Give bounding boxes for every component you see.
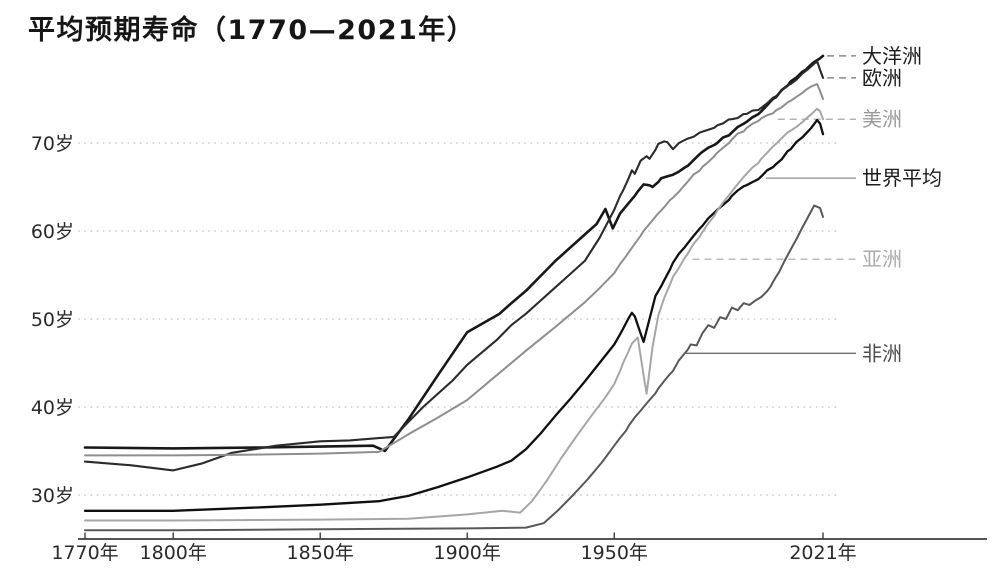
series-label-africa: 非洲 [862,341,902,365]
x-axis-tick-label: 1770年 [51,542,118,564]
series-line-americas [84,83,824,457]
series-label-asia: 亚洲 [862,247,902,271]
chart-title: 平均预期寿命（1770—2021年） [28,15,476,46]
x-axis-tick-label: 1950年 [581,542,648,564]
series-label-oceania: 大洋洲 [862,44,922,68]
y-axis-tick-label: 60岁 [31,221,74,243]
x-axis-tick-label: 1850年 [287,542,354,564]
series-label-world: 世界平均 [862,166,942,190]
series-label-europe: 欧洲 [862,66,902,90]
series-line-asia [84,107,824,522]
x-axis-tick-label: 1800年 [140,542,207,564]
y-axis-tick-label: 70岁 [31,133,74,155]
x-axis-tick-label: 2021年 [789,542,856,564]
series-label-americas: 美洲 [862,107,902,131]
y-axis-tick-label: 40岁 [31,397,74,419]
series-line-africa [84,204,824,532]
y-axis-tick-label: 30岁 [31,485,74,507]
x-axis-tick-label: 1900年 [434,542,501,564]
series-line-oceania [83,54,825,453]
series-line-europe [83,60,825,472]
series-line-world [83,118,825,512]
y-axis-tick-label: 50岁 [31,309,74,331]
